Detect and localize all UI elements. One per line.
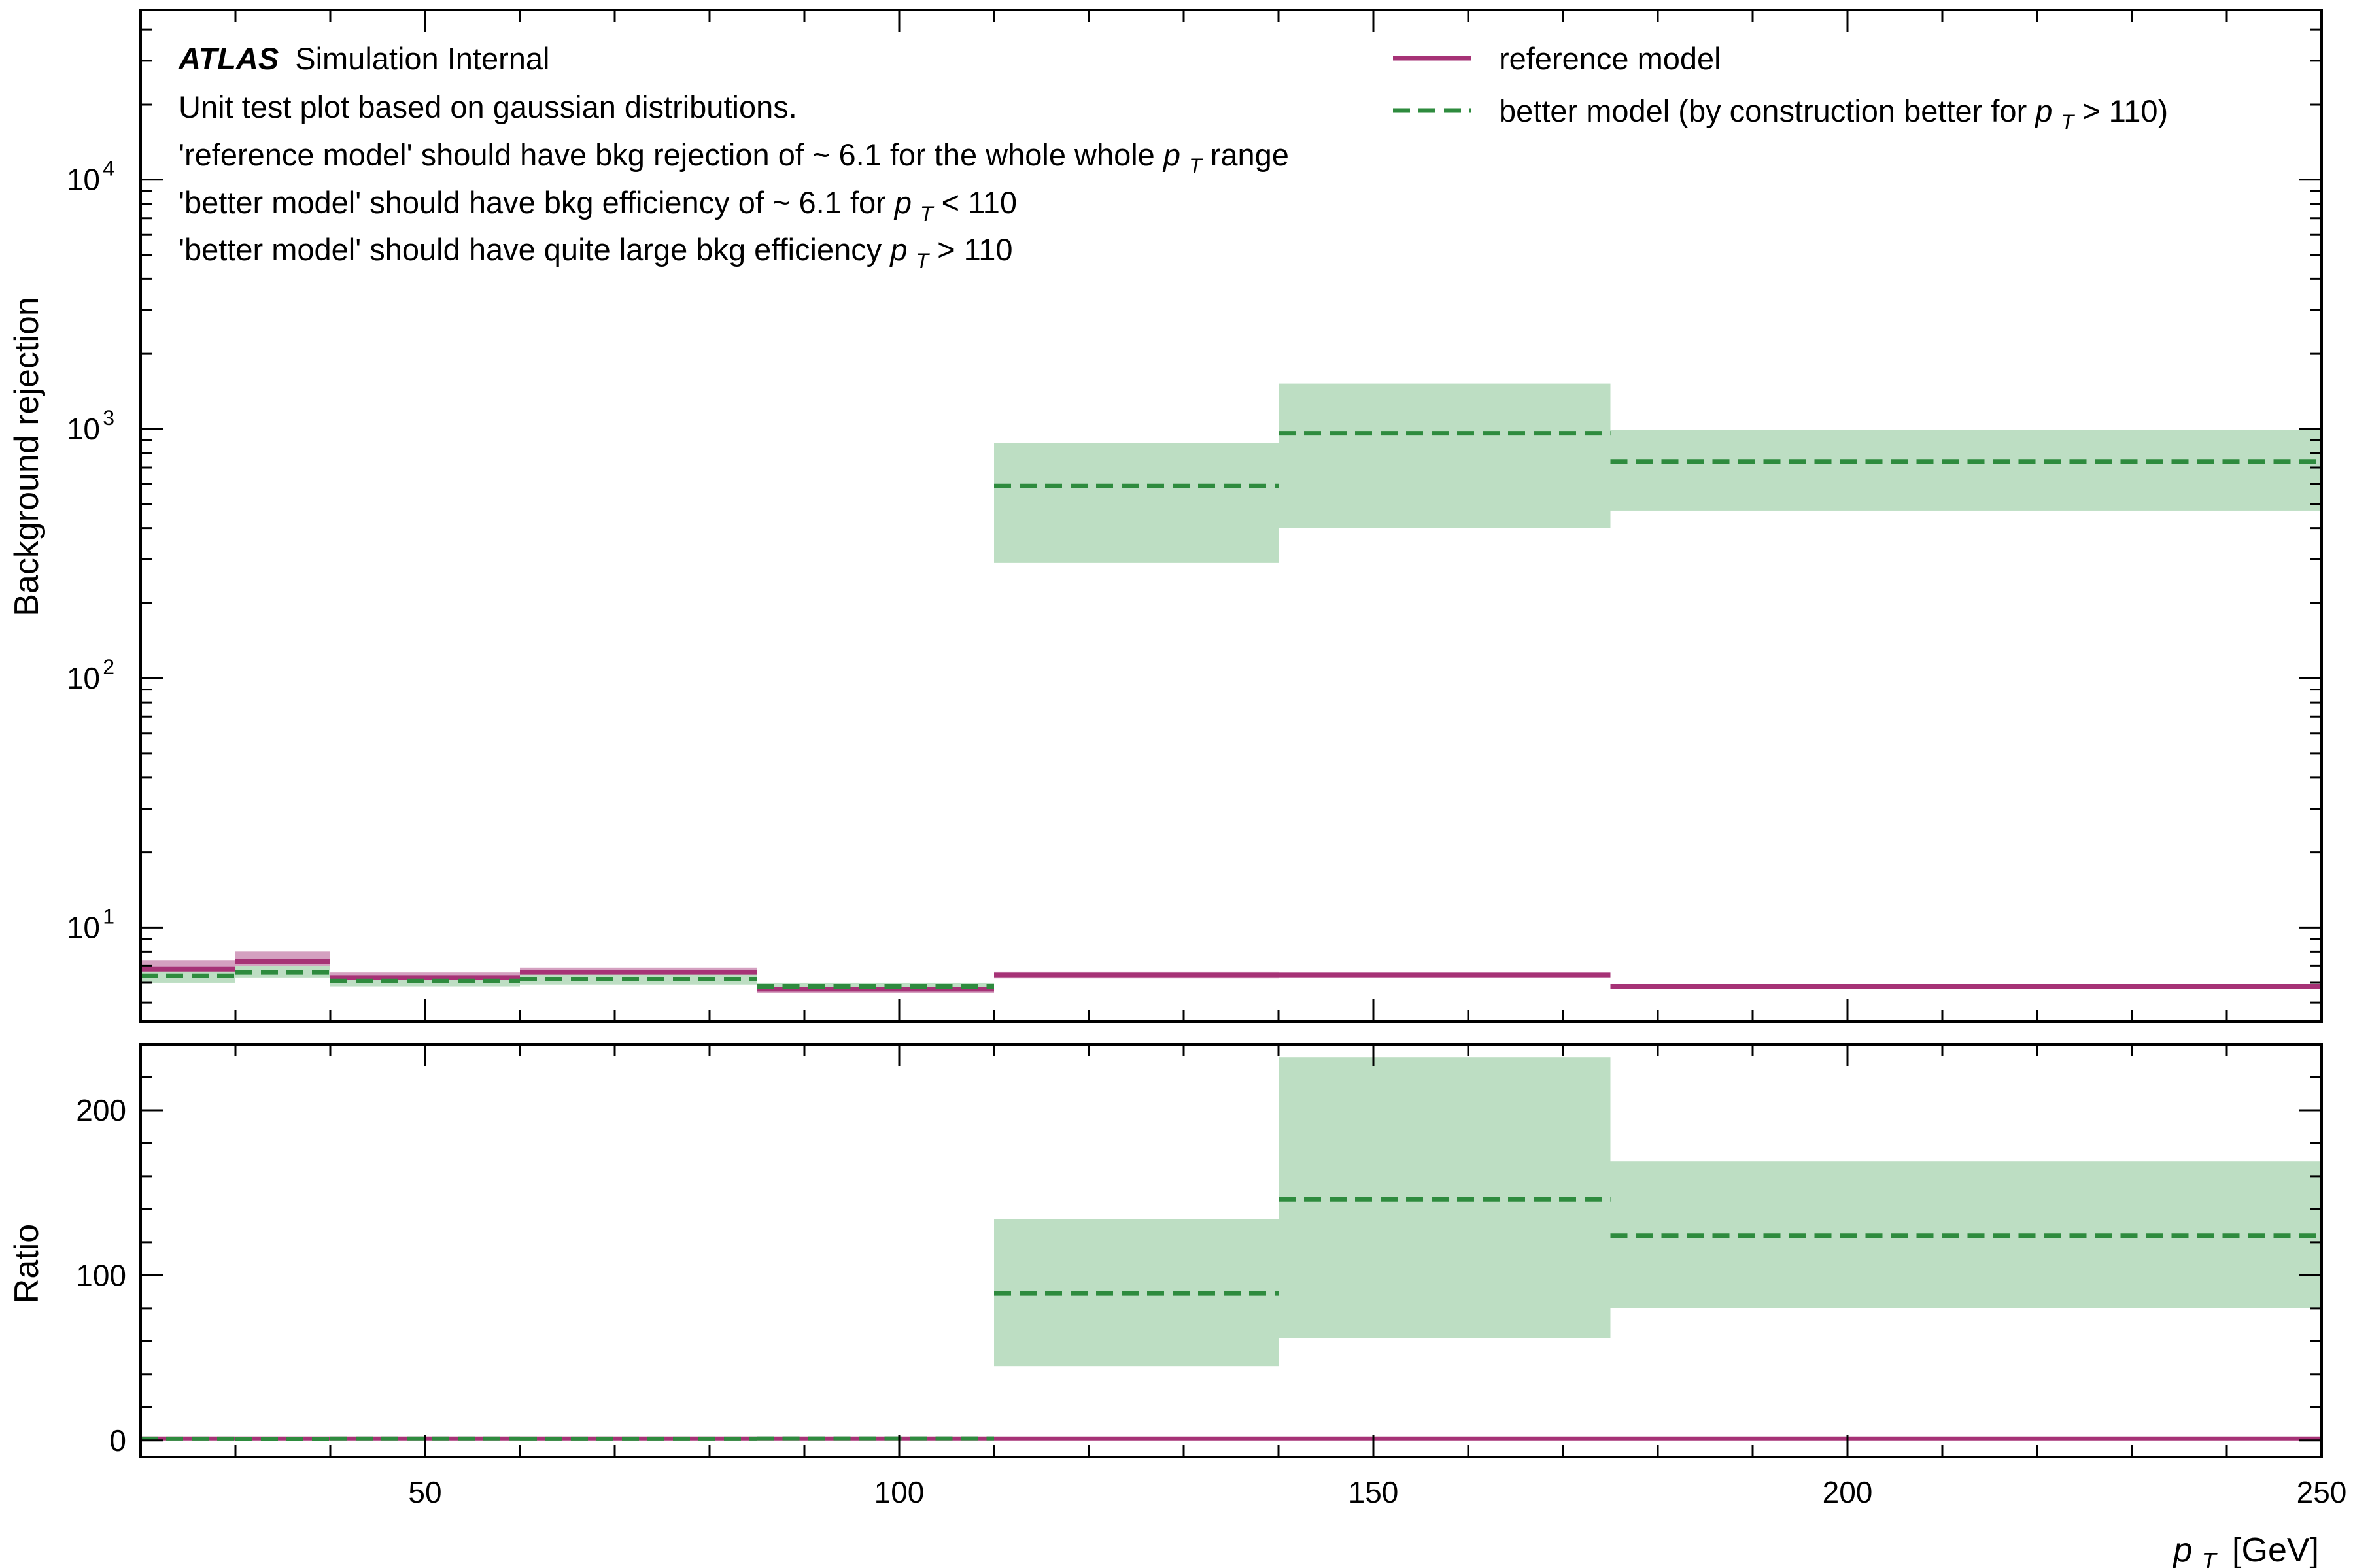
atlas-bold-label: ATLAS (178, 41, 279, 76)
top-panel-frame (139, 9, 2323, 1023)
x-tick-label-100: 100 (874, 1475, 925, 1509)
annotation-line-4-text: 'better model' should have quite large b… (179, 232, 890, 267)
ratio-bands (141, 1057, 2322, 1440)
x-axis-label-sub: T (2202, 1548, 2218, 1568)
top-y-tick-exponent-10000: 4 (103, 157, 114, 180)
top-y-tick-label-10: 10 (67, 910, 100, 944)
top-lines (141, 431, 2322, 992)
bottom-panel: 50 100 150 200 250 0 100 200 Ratio (8, 1043, 2347, 1509)
annotation-line-2-text: 'reference model' should have bkg reject… (179, 137, 1163, 172)
x-axis-label: p T [GeV] (2172, 1531, 2319, 1568)
pt-subscript: T (2061, 111, 2075, 134)
annotation-line-3-text: 'better model' should have bkg efficienc… (179, 185, 895, 220)
top-band-better-bin-7 (1610, 430, 2322, 511)
legend-label-better-end: > 110) (2082, 94, 2168, 128)
annotations: ATLAS Simulation Internal Unit test plot… (178, 41, 1289, 275)
annotation-line-4: 'better model' should have quite large b… (179, 232, 1013, 275)
ratio-y-tick-label-200: 200 (76, 1093, 126, 1127)
annotation-line-1: Unit test plot based on gaussian distrib… (179, 90, 797, 124)
top-y-tick-label-1000: 10 (67, 412, 100, 446)
ratio-panel-frame (139, 1043, 2323, 1458)
pt-symbol: p (1162, 137, 1180, 172)
ratio-y-tick-label-0: 0 (109, 1423, 126, 1457)
top-y-tick-exponent-10: 1 (103, 904, 114, 928)
top-band-better-bin-0 (141, 969, 235, 983)
atlas-label: ATLAS Simulation Internal (178, 41, 550, 76)
top-y-tick-label-10000: 10 (67, 163, 100, 197)
x-tick-label-200: 200 (1823, 1475, 1873, 1509)
legend-label-better-text: better model (by construction better for (1499, 94, 2035, 128)
top-band-better-bin-1 (235, 966, 330, 978)
top-y-tick-exponent-1000: 3 (103, 406, 114, 430)
annotation-line-3-cond: < 110 (942, 185, 1017, 220)
pt-subscript: T (916, 249, 931, 273)
x-axis-label-p: p (2172, 1531, 2192, 1568)
pt-symbol: p (893, 185, 912, 220)
annotation-line-2: 'reference model' should have bkg reject… (179, 137, 1289, 180)
pt-subscript: T (920, 202, 935, 226)
x-axis-label-unit: [GeV] (2232, 1531, 2319, 1568)
top-y-axis-label: Background rejection (8, 297, 46, 617)
ratio-axis-ticks: 50 100 150 200 250 0 100 200 (76, 1043, 2347, 1509)
x-tick-label-50: 50 (408, 1475, 441, 1509)
x-tick-label-150: 150 (1348, 1475, 1399, 1509)
annotation-line-2-end: range (1211, 137, 1289, 172)
pt-subscript: T (1189, 154, 1203, 178)
pt-symbol: p (889, 232, 907, 267)
legend-label-better: better model (by construction better for… (1499, 94, 2168, 136)
legend-label-reference: reference model (1499, 41, 1721, 76)
ratio-y-axis-label: Ratio (8, 1224, 46, 1303)
ratio-lines (141, 1197, 2322, 1441)
top-band-better-bin-5 (994, 443, 1279, 563)
annotation-line-4-cond: > 110 (937, 232, 1012, 267)
ratio-y-tick-label-100: 100 (76, 1258, 126, 1292)
top-y-tick-exponent-100: 2 (103, 655, 114, 679)
top-bands (141, 383, 2322, 993)
pt-symbol: p (2034, 94, 2052, 128)
annotation-line-3: 'better model' should have bkg efficienc… (179, 185, 1017, 228)
top-y-tick-label-100: 10 (67, 661, 100, 695)
x-tick-label-250: 250 (2297, 1475, 2347, 1509)
top-band-better-bin-6 (1279, 383, 1611, 528)
atlas-suffix: Simulation Internal (295, 41, 549, 76)
legend: reference model better model (by constru… (1393, 41, 2168, 136)
